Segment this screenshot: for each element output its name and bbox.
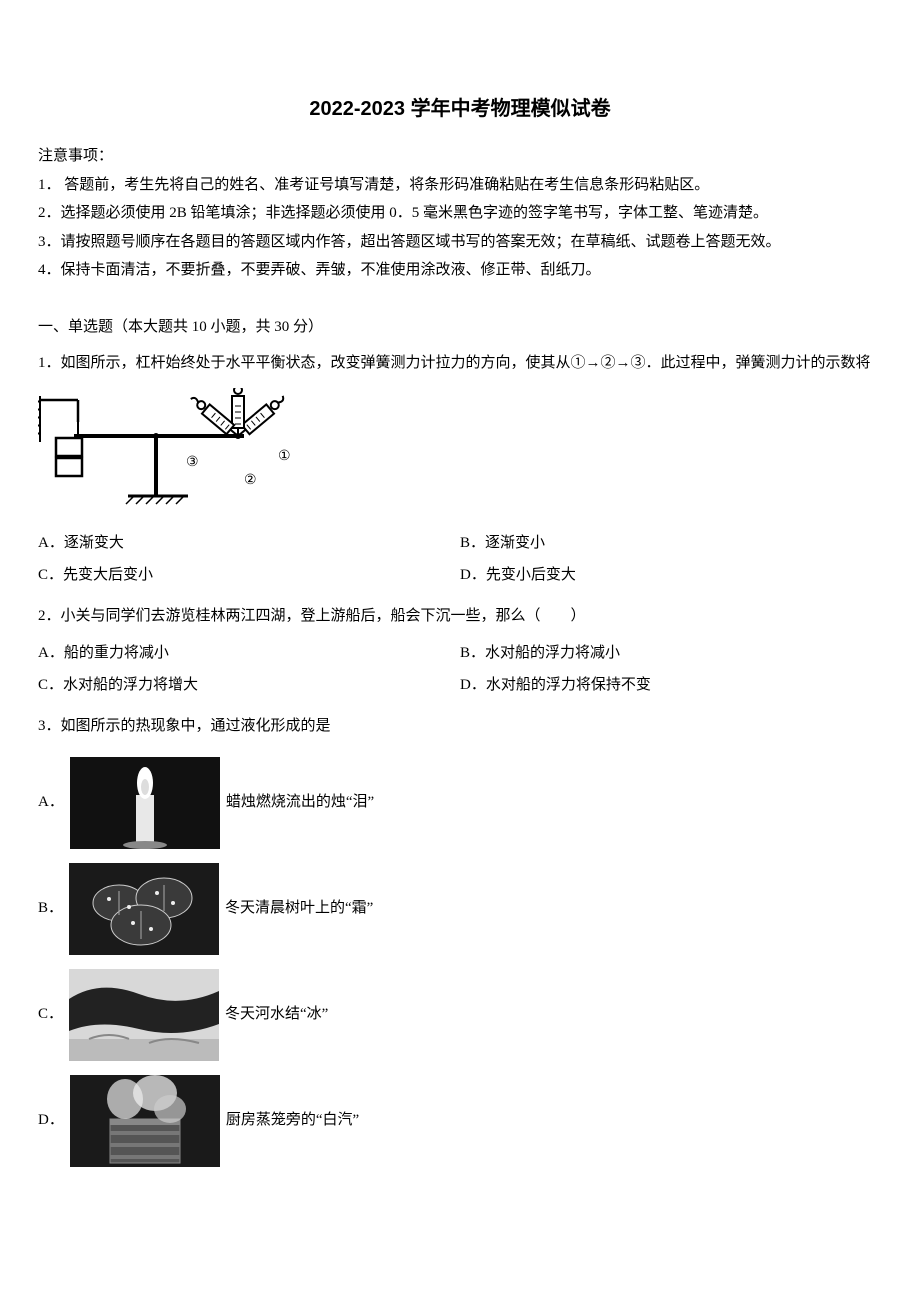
svg-text:②: ② bbox=[244, 473, 257, 488]
q3-option-a-label: A． bbox=[38, 788, 64, 817]
q3-option-c: C． 冬天河水结“冰” bbox=[38, 969, 882, 1061]
q3-option-b-text: 冬天清晨树叶上的“霜” bbox=[225, 894, 373, 923]
q3-option-c-text: 冬天河水结“冰” bbox=[225, 1000, 328, 1029]
lever-diagram: ③ ② ① bbox=[38, 388, 298, 508]
q2-option-d: D．水对船的浮力将保持不变 bbox=[460, 671, 882, 700]
q1-option-b: B．逐渐变小 bbox=[460, 529, 882, 558]
q3-option-a-text: 蜡烛燃烧流出的烛“泪” bbox=[226, 788, 374, 817]
question-1-options-row1: A．逐渐变大 B．逐渐变小 bbox=[38, 529, 882, 558]
notice-item-4: 4．保持卡面清洁，不要折叠，不要弄破、弄皱，不准使用涂改液、修正带、刮纸刀。 bbox=[38, 256, 882, 285]
question-3: 3．如图所示的热现象中，通过液化形成的是 A． 蜡烛燃烧流出的烛“泪” B． bbox=[38, 710, 882, 1167]
q1-option-d: D．先变小后变大 bbox=[460, 561, 882, 590]
svg-text:①: ① bbox=[278, 449, 291, 464]
notice-item-1: 1． 答题前，考生先将自己的姓名、准考证号填写清楚，将条形码准确粘贴在考生信息条… bbox=[38, 171, 882, 200]
q3-image-ice bbox=[69, 969, 219, 1061]
q3-option-d: D． 厨房蒸笼旁的“白汽” bbox=[38, 1075, 882, 1167]
q1-option-c: C．先变大后变小 bbox=[38, 561, 460, 590]
question-1-text: 1．如图所示，杠杆始终处于水平平衡状态，改变弹簧测力计拉力的方向，使其从①→②→… bbox=[38, 347, 882, 380]
q3-option-d-text: 厨房蒸笼旁的“白汽” bbox=[226, 1106, 359, 1135]
q1-option-a: A．逐渐变大 bbox=[38, 529, 460, 558]
q3-option-b: B． 冬天清晨树叶上的“霜” bbox=[38, 863, 882, 955]
svg-text:③: ③ bbox=[186, 455, 199, 470]
q2-option-a: A．船的重力将减小 bbox=[38, 639, 460, 668]
q3-option-d-label: D． bbox=[38, 1106, 64, 1135]
q3-option-b-label: B． bbox=[38, 894, 63, 923]
q3-image-candle bbox=[70, 757, 220, 849]
q3-option-c-label: C． bbox=[38, 1000, 63, 1029]
notice-item-3: 3．请按照题号顺序在各题目的答题区域内作答，超出答题区域书写的答案无效；在草稿纸… bbox=[38, 228, 882, 257]
question-3-text: 3．如图所示的热现象中，通过液化形成的是 bbox=[38, 710, 882, 743]
question-2-options-row1: A．船的重力将减小 B．水对船的浮力将减小 bbox=[38, 639, 882, 668]
question-1-options-row2: C．先变大后变小 D．先变小后变大 bbox=[38, 561, 882, 590]
question-2-options-row2: C．水对船的浮力将增大 D．水对船的浮力将保持不变 bbox=[38, 671, 882, 700]
q2-option-b: B．水对船的浮力将减小 bbox=[460, 639, 882, 668]
q3-image-steam bbox=[70, 1075, 220, 1167]
notice-item-2: 2．选择题必须使用 2B 铅笔填涂；非选择题必须使用 0．5 毫米黑色字迹的签字… bbox=[38, 199, 882, 228]
question-2-text: 2．小关与同学们去游览桂林两江四湖，登上游船后，船会下沉一些，那么（ ） bbox=[38, 600, 882, 633]
notice-heading: 注意事项： bbox=[38, 142, 882, 171]
question-2: 2．小关与同学们去游览桂林两江四湖，登上游船后，船会下沉一些，那么（ ） A．船… bbox=[38, 600, 882, 700]
q2-option-c: C．水对船的浮力将增大 bbox=[38, 671, 460, 700]
question-1-figure: ③ ② ① bbox=[38, 388, 882, 519]
q3-option-a: A． 蜡烛燃烧流出的烛“泪” bbox=[38, 757, 882, 849]
q3-image-frost bbox=[69, 863, 219, 955]
page-title: 2022-2023 学年中考物理模似试卷 bbox=[38, 90, 882, 128]
question-1: 1．如图所示，杠杆始终处于水平平衡状态，改变弹簧测力计拉力的方向，使其从①→②→… bbox=[38, 347, 882, 590]
section-heading: 一、单选题（本大题共 10 小题，共 30 分） bbox=[38, 313, 882, 342]
